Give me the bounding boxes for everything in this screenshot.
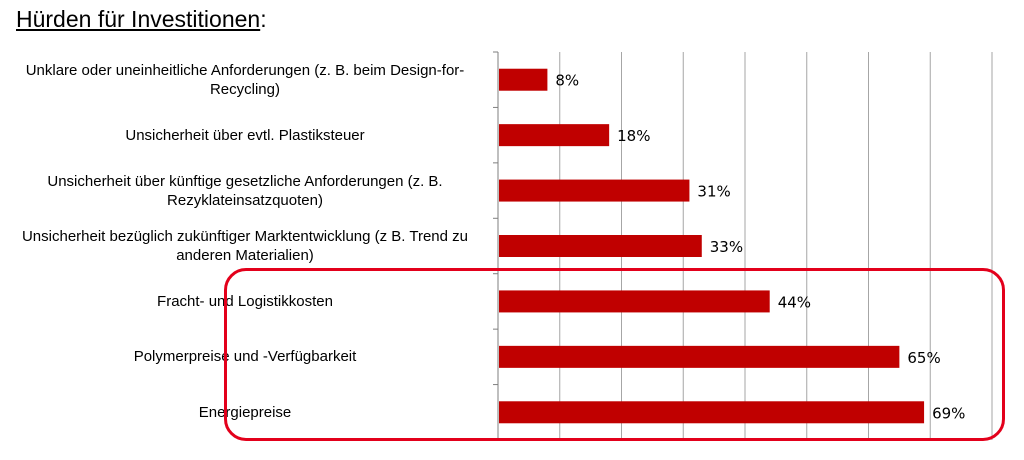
value-label: 31%	[697, 183, 730, 201]
category-label-line: Fracht- und Logistikkosten	[157, 292, 333, 310]
category-label-line: Unklare oder uneinheitliche Anforderunge…	[25, 61, 465, 79]
category-label-text: Unsicherheit über evtl. Plastiksteuer	[125, 126, 364, 145]
category-label-line: Unsicherheit bezüglich zukünftiger Markt…	[21, 228, 469, 245]
category-label-text: Unklare oder uneinheitliche Anforderunge…	[26, 61, 465, 99]
value-label: 33%	[710, 238, 743, 256]
chart-title-colon: :	[260, 6, 267, 32]
category-label-text: Unsicherheit bezüglich zukünftiger Markt…	[22, 227, 468, 265]
category-label-line: Polymerpreise und -Verfügbarkeit	[133, 348, 357, 366]
category-label: Energiepreise	[2, 390, 488, 434]
category-label-line: anderen Materialien)	[176, 247, 314, 264]
category-label: Fracht- und Logistikkosten	[2, 279, 488, 323]
category-label-line: Unsicherheit über evtl. Plastiksteuer	[125, 126, 365, 144]
value-label: 18%	[617, 127, 650, 145]
category-label-text: Fracht- und Logistikkosten	[157, 292, 333, 311]
value-label: 69%	[932, 404, 965, 422]
bar	[499, 401, 925, 424]
category-label-line: Rezyklateinsatzquoten)	[167, 191, 323, 209]
category-label: Polymerpreise und -Verfügbarkeit	[2, 335, 488, 379]
bar	[499, 124, 610, 147]
category-label-line: Energiepreise	[198, 403, 292, 421]
value-label: 8%	[555, 72, 579, 90]
category-label: Unsicherheit über evtl. Plastiksteuer	[2, 113, 488, 157]
chart-title-text: Hürden für Investitionen	[16, 6, 261, 32]
category-label-line: Unsicherheit über künftige gesetzliche A…	[47, 172, 443, 190]
category-label-text: Polymerpreise und -Verfügbarkeit	[134, 347, 357, 366]
bar	[499, 345, 900, 368]
value-label: 44%	[778, 293, 811, 311]
bar	[499, 68, 548, 91]
highlight-box	[224, 268, 1005, 441]
value-label: 65%	[907, 349, 940, 367]
category-label: Unsicherheit über künftige gesetzliche A…	[2, 169, 488, 213]
bar	[499, 179, 690, 202]
category-label: Unklare oder uneinheitliche Anforderunge…	[2, 58, 488, 102]
category-label-text: Unsicherheit über künftige gesetzliche A…	[47, 172, 442, 210]
chart-title: Hürden für Investitionen:	[16, 6, 267, 33]
category-label: Unsicherheit bezüglich zukünftiger Markt…	[2, 224, 488, 268]
bar	[499, 235, 702, 257]
category-label-line: Recycling)	[209, 80, 280, 98]
bar	[499, 290, 770, 313]
category-label-text: Energiepreise	[199, 403, 292, 422]
